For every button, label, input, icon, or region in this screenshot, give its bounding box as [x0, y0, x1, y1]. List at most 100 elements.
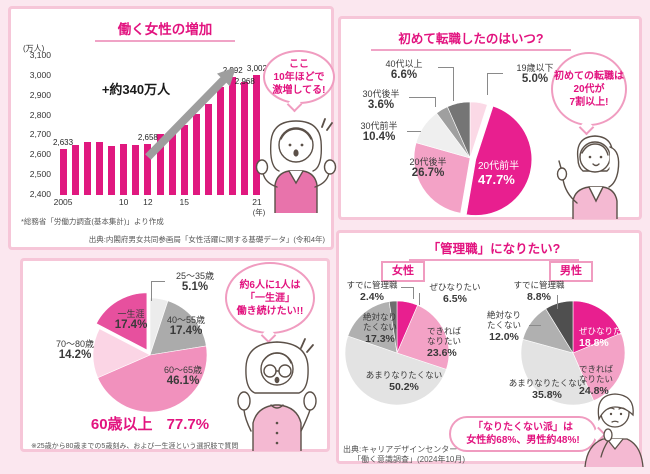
- leader-line: [453, 67, 454, 101]
- x-axis-tick: 21: [252, 197, 262, 207]
- bubble-line: 約6人に1人は: [239, 279, 301, 291]
- leader-line: [151, 281, 165, 282]
- pie-slice-ぜひなりたい: [572, 300, 622, 354]
- pie-slice-できればなりたい: [572, 332, 626, 402]
- y-axis-tick: 3,000: [29, 69, 51, 80]
- leader-line: [435, 97, 436, 107]
- bar-2011: [132, 144, 140, 195]
- bubble-line: 「なりたくない派」は: [473, 421, 573, 433]
- pie-slice-20代前半: [466, 105, 533, 216]
- bar-2020: [241, 82, 249, 195]
- bar-2019: [229, 77, 237, 195]
- pie-label-f-already-manager: すでに管理職 2.4%: [346, 280, 398, 303]
- footnote-age-options: ※25歳から80歳までの5歳刻み、および一生涯という選択肢で質問: [31, 443, 239, 450]
- bubble-line: 女性約68%、男性約48%!: [466, 435, 580, 446]
- y-axis-tick: 2,800: [29, 109, 51, 120]
- bar-2017: [204, 103, 212, 195]
- leader-line: [487, 73, 488, 95]
- pie-slice-あまりなりたくない: [344, 335, 447, 406]
- bubble-line: 初めての転職は: [554, 70, 624, 82]
- bubble-line: 激増してる!: [272, 84, 326, 96]
- panel-work-until-age: 25〜35歳 5.1% 40〜55歳 17.4% 60〜65歳 46.1% 70…: [20, 258, 330, 452]
- pie-label-f-really-want: ぜひなりたい 6.5%: [429, 282, 481, 305]
- x-axis-tick: 15: [179, 197, 189, 207]
- leader-line: [151, 281, 152, 301]
- leader-line: [487, 73, 503, 74]
- pie-label-late-20s: 20代後半 26.7%: [409, 157, 447, 180]
- source-career-design-center: 出典:キャリアデザインセンター 「働く意識調査」(2024年10月): [343, 445, 466, 464]
- pie-slice-40〜55歳: [149, 300, 207, 356]
- bar-2009: [108, 145, 116, 195]
- leader-line: [438, 67, 453, 68]
- bar-value-label: 2,633: [53, 137, 74, 147]
- pie-slice-すでに管理職: [388, 300, 398, 354]
- y-axis-tick: 2,500: [29, 169, 51, 180]
- pie-work-until-age: [92, 292, 208, 413]
- leader-line: [557, 295, 558, 309]
- bar-2016: [192, 113, 200, 195]
- panel-working-women: 働く女性の増加 (万人) 3,100 3,000 2,900 2,800 2,700 2,…: [8, 6, 337, 250]
- pie-label-early-30s: 30代前半 10.4%: [360, 121, 398, 144]
- x-axis-tick: 2005: [53, 197, 73, 207]
- bar-2015: [180, 124, 188, 195]
- bar-2018: [217, 86, 225, 195]
- bubble-line: 働き続けたい!!: [236, 305, 304, 317]
- pie-label-f-never-want: 絶対なりたくない 17.3%: [362, 312, 397, 345]
- speech-bubble-dont-want: 「なりたくない派」は 女性約68%、男性約48%!: [449, 416, 597, 452]
- pie-label-m-rather-not: あまりなりたくない 35.8%: [508, 378, 586, 401]
- bubble-line: 「一生涯」: [245, 292, 295, 304]
- y-axis-tick: 2,600: [29, 149, 51, 160]
- pie-slice-70〜80歳: [92, 328, 151, 379]
- pie-slice-一生涯: [95, 292, 148, 351]
- leader-line: [419, 293, 420, 305]
- x-axis-tick: 12: [143, 197, 153, 207]
- bubble-line: ここ: [289, 58, 309, 70]
- pie-label-40s-plus: 40代以上 6.6%: [385, 59, 423, 82]
- bar-2014: [168, 129, 176, 195]
- bar-2006: [71, 144, 79, 195]
- increase-arrow-icon: [145, 67, 236, 160]
- speech-bubble-first-change: 初めての転職は 20代が 7割以上!: [551, 52, 627, 126]
- leader-line: [401, 287, 413, 288]
- panel-manager: 「管理職」になりたい? 女性 男性 すでに管理職 2.4% ぜひなりたい 6.5…: [336, 230, 644, 467]
- leader-line: [529, 325, 541, 326]
- pie-slice-あまりなりたくない: [520, 338, 595, 406]
- pie-label-f-would-like: できればなりたい 23.6%: [427, 326, 462, 359]
- y-axis-tick: 3,100: [29, 50, 51, 60]
- label-box-male: 男性: [549, 261, 593, 282]
- panel-first-job-change: 初めて転職したのはいつ? 40代以上 6.6% 19歳以下 5.0% 30代後半…: [338, 16, 642, 220]
- panel-title-manager: 「管理職」になりたい?: [409, 238, 579, 261]
- pie-slice-20代後半: [413, 142, 471, 214]
- pie-label-25-35: 25〜35歳 5.1%: [175, 271, 215, 294]
- pie-label-m-would-like: できればなりたい 24.8%: [579, 364, 614, 397]
- source-cabinet-office: 出典:内閣府男女共同参画局「女性活躍に関する基礎データ」(令和4年): [88, 235, 325, 244]
- pie-label-70-80: 70〜80歳 14.2%: [55, 339, 95, 362]
- pie-slice-できればなりたい: [396, 304, 450, 370]
- callout-over-60: 60歳以上 77.7%: [90, 416, 210, 433]
- bubble-line: 20代が: [573, 83, 605, 95]
- pie-label-m-really-want: ぜひなりたい 18.8%: [579, 326, 631, 349]
- bar-2021: [253, 75, 261, 195]
- pie-slice-すでに管理職: [545, 300, 574, 355]
- bar-2010: [120, 144, 128, 195]
- leader-line: [407, 131, 421, 132]
- pie-manager-male: [520, 300, 626, 406]
- x-axis-tick: 10: [118, 197, 129, 207]
- bar-value-label: 2,658: [137, 132, 158, 142]
- bar-2013: [156, 134, 164, 195]
- pie-label-m-never-want: 絶対なりたくない 12.0%: [486, 310, 521, 343]
- x-axis-unit: (年): [252, 208, 266, 217]
- pie-first-job-change: [413, 101, 533, 216]
- bubble-line: 7割以上!: [569, 96, 609, 108]
- bar-2005: [59, 148, 67, 195]
- pie-slice-60〜65歳: [97, 345, 208, 413]
- pie-label-early-20s: 20代前半 47.7%: [478, 161, 520, 187]
- pie-manager-female: [344, 300, 450, 406]
- illustration-woman-surprised: [255, 118, 337, 213]
- pie-label-f-rather-not: あまりなりたくない 50.2%: [365, 370, 443, 393]
- y-axis-tick: 2,700: [29, 129, 51, 140]
- leader-line: [413, 287, 414, 299]
- illustration-woman-pointing: [556, 135, 620, 219]
